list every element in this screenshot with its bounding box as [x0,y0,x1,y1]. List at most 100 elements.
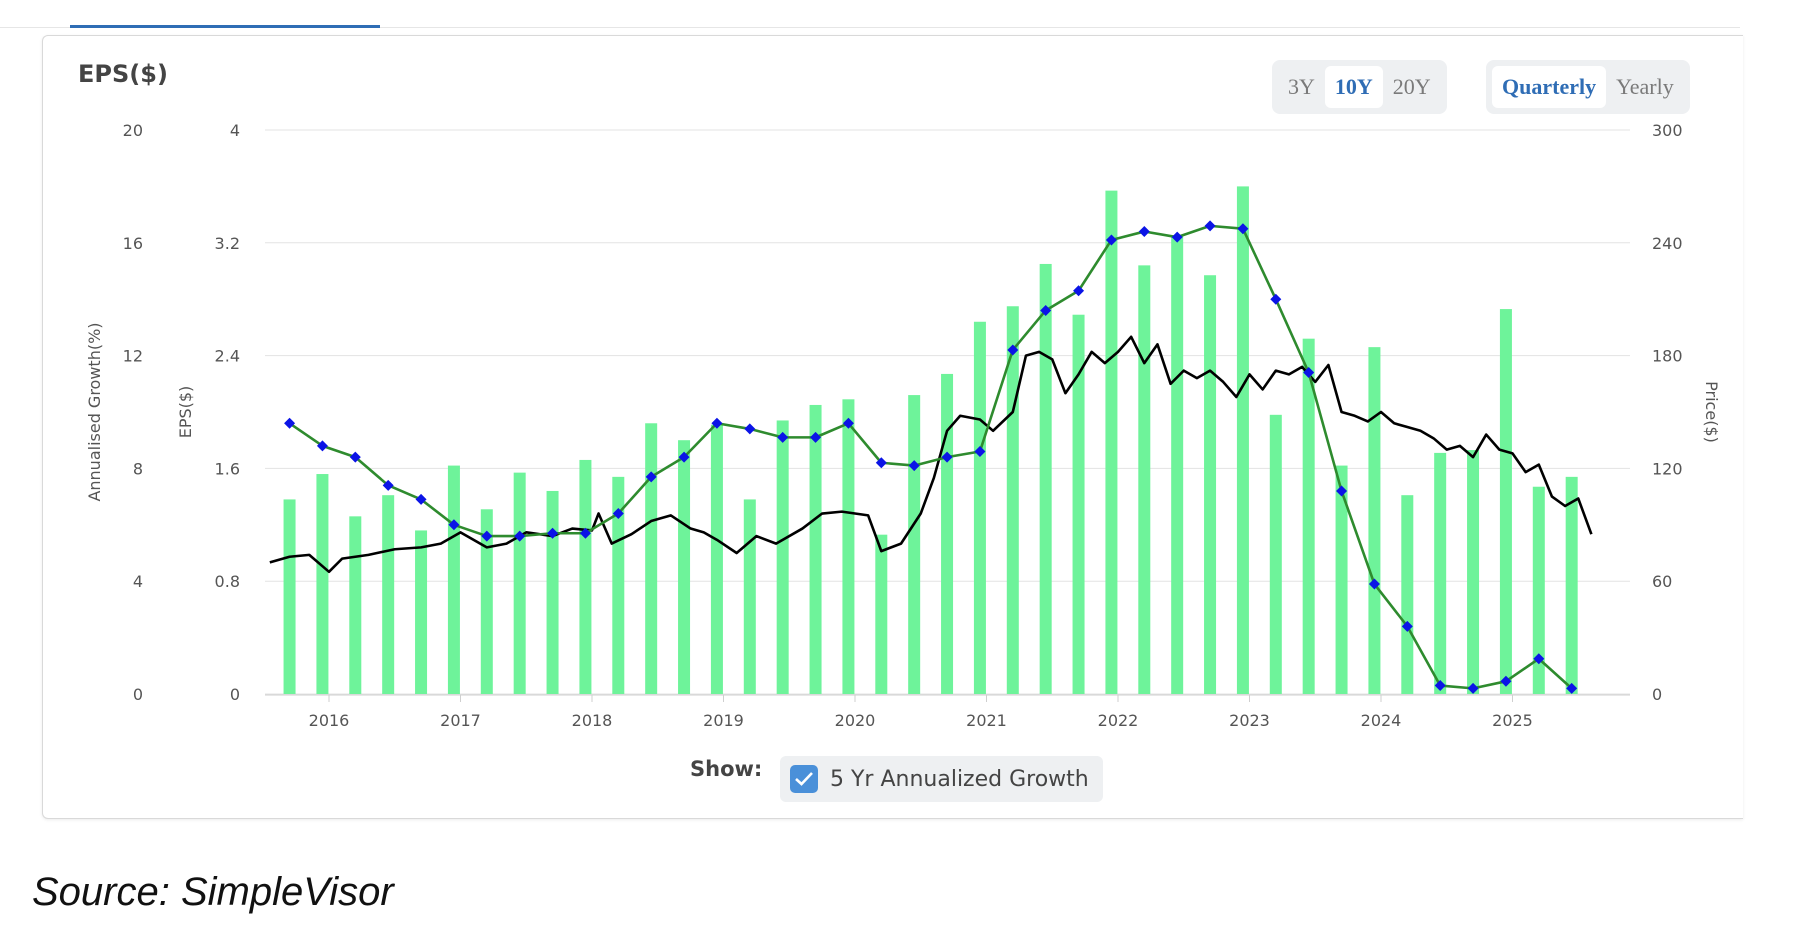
x-tick-label: 2018 [572,711,613,730]
growth-point [1105,234,1117,246]
growth-point [941,451,953,463]
growth-tick-label: 0 [133,685,143,704]
growth-point [1138,226,1150,238]
eps-bar [1269,414,1282,694]
price-tick-label: 180 [1652,347,1683,366]
growth-point [547,527,559,539]
growth-point [316,440,328,452]
eps-tick-label: 1.6 [215,459,240,478]
x-tick-label: 2021 [966,711,1007,730]
eps-bar [480,509,493,694]
growth-point [744,423,756,435]
growth-tick-label: 20 [123,121,143,140]
eps-bar [1335,465,1348,694]
growth-point [349,451,361,463]
eps-tick-label: 0.8 [215,572,240,591]
growth-toggle-label: 5 Yr Annualized Growth [830,766,1089,792]
growth-point [481,530,493,542]
growth-point [514,530,526,542]
growth-point [908,460,920,472]
eps-bar [678,440,691,694]
show-label: Show: [690,757,763,781]
eps-bar [1072,314,1085,694]
growth-point [1500,675,1512,687]
growth-point [1204,220,1216,232]
chart-title: EPS($) [78,60,168,88]
eps-bar [1171,235,1184,694]
eps-bar [579,459,592,694]
eps-bar [1105,190,1118,694]
growth-point [612,508,624,520]
x-tick-label: 2017 [440,711,481,730]
eps-bar [973,321,986,694]
range-button-20y[interactable]: 20Y [1392,74,1431,99]
eps-bar [316,474,329,694]
growth-point [875,457,887,469]
eps-bar [415,530,428,694]
growth-point [1237,223,1249,235]
range-button-10y[interactable]: 10Y [1324,66,1383,108]
x-tick-label: 2023 [1229,711,1270,730]
x-tick-label: 2019 [703,711,744,730]
growth-axis-title: Annualised Growth(%) [85,322,104,501]
x-tick-label: 2020 [835,711,876,730]
eps-bar [382,495,395,694]
eps-bar [908,395,921,694]
growth-point [579,527,591,539]
source-caption: Source: SimpleVisor [32,870,394,914]
growth-point [1401,620,1413,632]
eps-bar [1434,452,1447,694]
growth-point [1040,304,1052,316]
checkbox-checked-icon[interactable] [790,765,818,793]
growth-point [777,431,789,443]
eps-bar [349,516,362,694]
eps-bar [710,424,723,694]
x-tick-label: 2022 [1098,711,1139,730]
range-button-3y[interactable]: 3Y [1288,74,1315,99]
eps-bar [283,499,296,694]
growth-point [1533,653,1545,665]
period-button-quarterly[interactable]: Quarterly [1492,66,1607,108]
eps-bar [1302,338,1315,694]
x-tick-label: 2024 [1361,711,1402,730]
growth-point [284,417,296,429]
period-button-group: Quarterly Yearly [1486,60,1690,114]
price-tick-label: 240 [1652,234,1683,253]
price-tick-label: 120 [1652,459,1683,478]
price-line [269,335,1593,574]
growth-point [1303,367,1315,379]
growth-point [1171,231,1183,243]
growth-point [1566,682,1578,694]
eps-bar [447,465,460,694]
price-tick-label: 0 [1652,685,1662,704]
eps-tick-label: 2.4 [215,347,240,366]
eps-bar [1467,450,1480,694]
eps-tick-label: 0 [230,685,240,704]
eps-axis-title: EPS($) [176,386,195,439]
eps-tick-label: 4 [230,121,240,140]
eps-bar [809,404,822,694]
eps-bar [612,476,625,694]
growth-toggle[interactable]: 5 Yr Annualized Growth [780,756,1103,802]
eps-tick-label: 3.2 [215,234,240,253]
eps-bar [645,423,658,694]
growth-point [1073,285,1085,297]
growth-tick-label: 12 [123,347,143,366]
period-button-yearly[interactable]: Yearly [1616,74,1674,99]
range-button-group: 3Y 10Y 20Y [1272,60,1447,114]
growth-point [842,417,854,429]
eps-bar [1204,275,1217,694]
growth-point [974,445,986,457]
eps-bar [1565,476,1578,694]
eps-bar [1368,347,1381,694]
x-tick-label: 2025 [1492,711,1533,730]
growth-line [288,224,1573,690]
top-divider [0,27,1740,28]
growth-point [1467,682,1479,694]
growth-point [810,431,822,443]
growth-point [1434,680,1446,692]
growth-point [1270,293,1282,305]
eps-bar [1039,263,1052,694]
price-tick-label: 60 [1652,572,1672,591]
eps-bar [1138,265,1151,694]
